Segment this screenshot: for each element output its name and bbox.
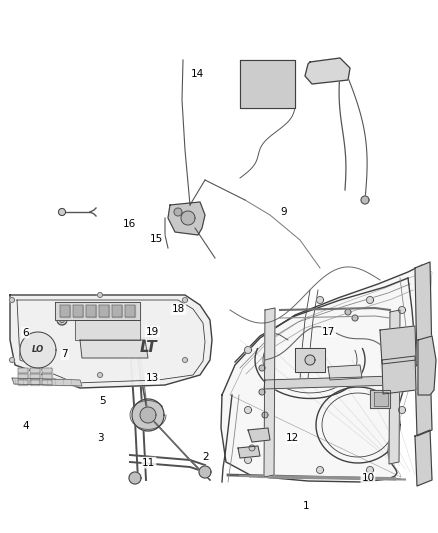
Polygon shape xyxy=(55,302,140,320)
Polygon shape xyxy=(99,305,109,317)
Polygon shape xyxy=(30,368,40,373)
Polygon shape xyxy=(18,368,28,373)
Polygon shape xyxy=(125,338,152,348)
Polygon shape xyxy=(295,348,325,372)
Polygon shape xyxy=(415,360,432,436)
Polygon shape xyxy=(374,392,388,406)
Polygon shape xyxy=(399,357,406,364)
Polygon shape xyxy=(415,262,432,366)
Polygon shape xyxy=(80,340,148,358)
Polygon shape xyxy=(249,445,255,451)
Polygon shape xyxy=(262,412,268,418)
Polygon shape xyxy=(98,293,102,297)
Polygon shape xyxy=(240,60,295,108)
Polygon shape xyxy=(382,356,416,394)
Polygon shape xyxy=(125,305,135,317)
Text: 1: 1 xyxy=(303,502,310,511)
Polygon shape xyxy=(317,296,324,303)
Polygon shape xyxy=(238,446,260,458)
Polygon shape xyxy=(10,358,14,362)
Polygon shape xyxy=(244,456,251,464)
Polygon shape xyxy=(112,305,122,317)
Polygon shape xyxy=(264,308,275,477)
Polygon shape xyxy=(361,196,369,204)
Polygon shape xyxy=(259,365,265,371)
Polygon shape xyxy=(42,374,52,379)
Polygon shape xyxy=(380,326,416,364)
Polygon shape xyxy=(73,305,83,317)
Polygon shape xyxy=(10,297,14,303)
Text: 9: 9 xyxy=(280,207,287,217)
Polygon shape xyxy=(75,320,140,340)
Polygon shape xyxy=(181,211,195,225)
Text: 10: 10 xyxy=(361,473,374,483)
Polygon shape xyxy=(199,466,211,478)
Text: LO: LO xyxy=(32,345,44,354)
Text: 7: 7 xyxy=(61,350,68,359)
Polygon shape xyxy=(57,315,67,325)
Polygon shape xyxy=(183,297,187,303)
Polygon shape xyxy=(399,306,406,313)
Polygon shape xyxy=(174,208,182,216)
Polygon shape xyxy=(132,399,164,431)
Polygon shape xyxy=(415,430,432,486)
Text: 4: 4 xyxy=(22,422,29,431)
Polygon shape xyxy=(59,208,66,215)
Text: 14: 14 xyxy=(191,69,204,78)
Polygon shape xyxy=(42,368,52,373)
Polygon shape xyxy=(221,265,428,482)
Polygon shape xyxy=(129,472,141,484)
Polygon shape xyxy=(259,389,265,395)
Polygon shape xyxy=(168,202,205,235)
Text: 3: 3 xyxy=(97,433,104,443)
Text: 17: 17 xyxy=(322,327,335,336)
Text: 11: 11 xyxy=(142,458,155,467)
Polygon shape xyxy=(18,374,28,379)
Polygon shape xyxy=(248,428,270,442)
Text: 18: 18 xyxy=(172,304,185,314)
Polygon shape xyxy=(18,380,28,385)
Polygon shape xyxy=(367,466,374,473)
Polygon shape xyxy=(20,332,56,368)
Polygon shape xyxy=(183,358,187,362)
Polygon shape xyxy=(42,380,52,385)
Polygon shape xyxy=(10,295,212,388)
Polygon shape xyxy=(389,310,400,464)
Polygon shape xyxy=(125,333,139,347)
Polygon shape xyxy=(60,305,70,317)
Polygon shape xyxy=(60,318,64,322)
Polygon shape xyxy=(399,407,406,414)
Polygon shape xyxy=(352,315,358,321)
Text: 13: 13 xyxy=(146,374,159,383)
Polygon shape xyxy=(30,380,40,385)
Polygon shape xyxy=(305,58,350,84)
Text: 5: 5 xyxy=(99,396,106,406)
Polygon shape xyxy=(244,407,251,414)
Polygon shape xyxy=(264,376,395,389)
Text: 6: 6 xyxy=(22,328,29,337)
Polygon shape xyxy=(370,390,390,408)
Text: 2: 2 xyxy=(202,453,209,462)
Polygon shape xyxy=(12,378,82,386)
Polygon shape xyxy=(30,374,40,379)
Polygon shape xyxy=(305,355,315,365)
Polygon shape xyxy=(98,373,102,377)
Text: 15: 15 xyxy=(150,234,163,244)
Polygon shape xyxy=(244,346,251,353)
Polygon shape xyxy=(86,305,96,317)
Polygon shape xyxy=(345,309,351,315)
Text: LT: LT xyxy=(139,341,157,356)
Text: 16: 16 xyxy=(123,219,136,229)
Polygon shape xyxy=(328,365,362,380)
Polygon shape xyxy=(367,296,374,303)
Polygon shape xyxy=(140,407,156,423)
Text: 12: 12 xyxy=(286,433,299,443)
Polygon shape xyxy=(418,336,436,395)
Text: 19: 19 xyxy=(146,327,159,336)
Polygon shape xyxy=(317,466,324,473)
